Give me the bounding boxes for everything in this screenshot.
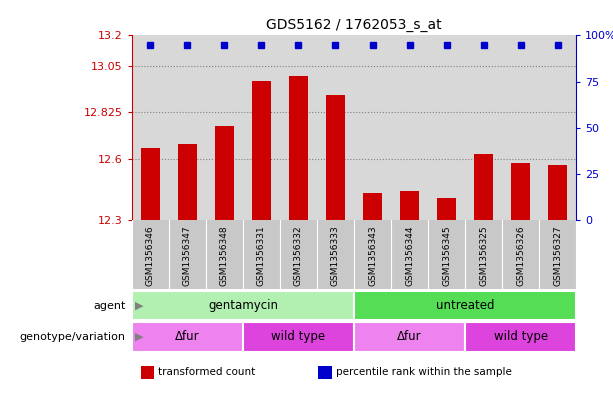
Bar — [132, 291, 354, 320]
Bar — [400, 191, 419, 220]
Text: GSM1356331: GSM1356331 — [257, 226, 266, 286]
Bar — [178, 144, 197, 220]
Text: genotype/variation: genotype/variation — [20, 332, 126, 342]
Bar — [132, 322, 243, 352]
Text: GSM1356325: GSM1356325 — [479, 226, 488, 286]
Text: untreated: untreated — [436, 299, 494, 312]
Bar — [243, 322, 354, 352]
Text: ▶: ▶ — [135, 332, 143, 342]
Bar — [141, 148, 159, 220]
Text: GSM1356327: GSM1356327 — [553, 226, 562, 286]
Text: Δfur: Δfur — [175, 331, 200, 343]
Text: GSM1356347: GSM1356347 — [183, 226, 192, 286]
Text: Δfur: Δfur — [397, 331, 422, 343]
Text: GSM1356326: GSM1356326 — [516, 226, 525, 286]
Text: GSM1356346: GSM1356346 — [146, 226, 155, 286]
Bar — [465, 322, 576, 352]
Text: wild type: wild type — [493, 331, 548, 343]
Text: GSM1356333: GSM1356333 — [331, 226, 340, 286]
Bar — [289, 76, 308, 220]
Title: GDS5162 / 1762053_s_at: GDS5162 / 1762053_s_at — [266, 18, 442, 31]
Bar — [511, 163, 530, 220]
Bar — [549, 165, 567, 220]
Text: gentamycin: gentamycin — [208, 299, 278, 312]
Bar — [364, 193, 382, 220]
Text: GSM1356344: GSM1356344 — [405, 226, 414, 286]
Bar — [215, 126, 234, 220]
Text: agent: agent — [93, 301, 126, 310]
Bar — [354, 322, 465, 352]
Text: GSM1356343: GSM1356343 — [368, 226, 377, 286]
Text: GSM1356345: GSM1356345 — [442, 226, 451, 286]
Bar — [437, 198, 456, 220]
Bar — [140, 365, 154, 379]
Text: ▶: ▶ — [135, 301, 143, 310]
Text: GSM1356332: GSM1356332 — [294, 226, 303, 286]
Bar — [354, 291, 576, 320]
Bar — [252, 81, 271, 220]
Text: percentile rank within the sample: percentile rank within the sample — [336, 367, 512, 377]
Bar — [474, 154, 493, 220]
Text: wild type: wild type — [272, 331, 326, 343]
Bar — [326, 95, 345, 220]
Bar — [319, 365, 332, 379]
Text: transformed count: transformed count — [158, 367, 256, 377]
Text: GSM1356348: GSM1356348 — [220, 226, 229, 286]
